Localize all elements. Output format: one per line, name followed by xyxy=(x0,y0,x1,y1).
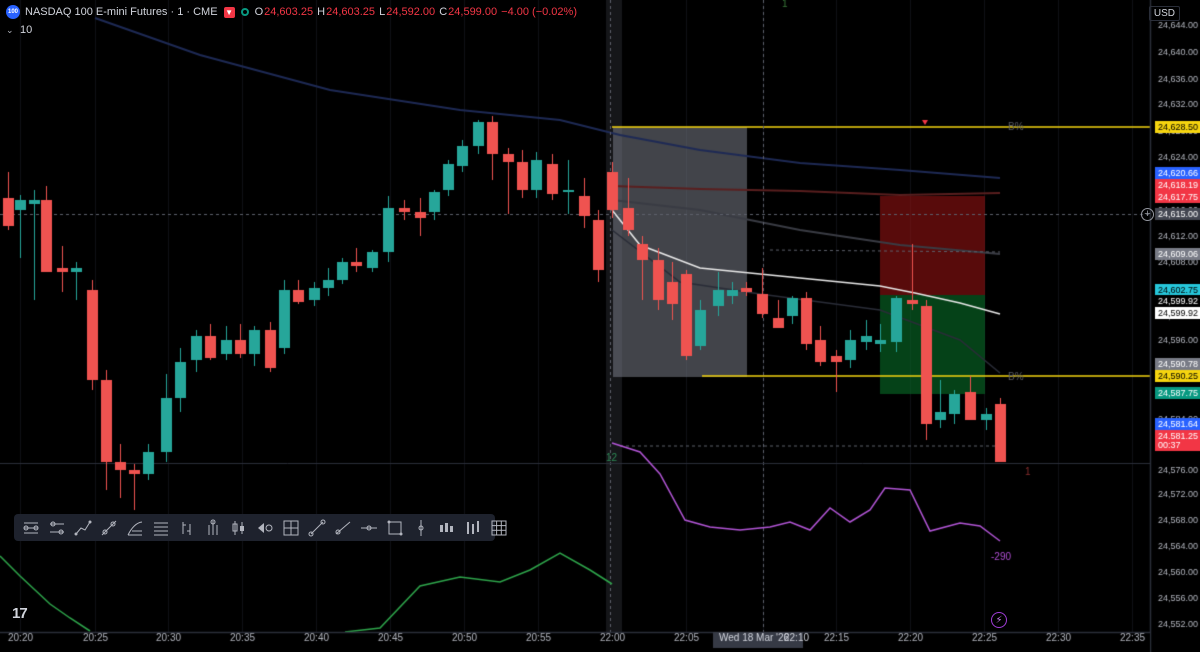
high-value: 24,603.25 xyxy=(326,6,376,18)
symbol-logo-icon: 100 xyxy=(6,5,20,19)
drawing-toolbar xyxy=(14,514,507,541)
ohlc-values: O24,603.25 H24,603.25 L24,592.00 C24,599… xyxy=(254,6,577,18)
volume-legend[interactable]: ⌄ 10 xyxy=(6,24,32,36)
measure-icon[interactable] xyxy=(282,518,300,537)
arrow-marker-icon[interactable] xyxy=(256,518,274,537)
path-icon[interactable] xyxy=(74,518,92,537)
node-icon[interactable] xyxy=(308,518,326,537)
add-alert-icon[interactable]: + xyxy=(1141,208,1154,221)
open-value: 24,603.25 xyxy=(264,6,314,18)
lightning-icon[interactable]: ⚡ xyxy=(991,612,1007,628)
h-line-icon[interactable] xyxy=(360,518,378,537)
flag-icon[interactable]: ▼ xyxy=(223,6,235,18)
change-value: −4.00 (−0.02%) xyxy=(501,6,577,18)
symbol-title[interactable]: NASDAQ 100 E-mini Futures · 1 · CME xyxy=(25,6,218,18)
close-value: 24,599.00 xyxy=(448,6,498,18)
rectangle-icon[interactable] xyxy=(386,518,404,537)
bars-icon[interactable] xyxy=(178,518,196,537)
low-value: 24,592.00 xyxy=(386,6,436,18)
market-status-icon xyxy=(240,8,249,16)
currency-label[interactable]: USD xyxy=(1148,6,1180,21)
candle-pattern-icon[interactable] xyxy=(438,518,456,537)
trend-icon[interactable] xyxy=(334,518,352,537)
pitchfork-icon[interactable] xyxy=(204,518,222,537)
horizontal-lines-icon[interactable] xyxy=(152,518,170,537)
bar-pattern-icon[interactable] xyxy=(464,518,482,537)
chevron-down-icon[interactable]: ⌄ xyxy=(6,25,14,35)
symbol-header: 100 NASDAQ 100 E-mini Futures · 1 · CME … xyxy=(6,4,578,20)
grid-icon[interactable] xyxy=(490,518,508,537)
tradingview-logo[interactable]: 17 xyxy=(12,605,28,622)
parallel-lines-icon[interactable] xyxy=(48,518,66,537)
candles-icon[interactable] xyxy=(230,518,248,537)
ray-icon[interactable] xyxy=(100,518,118,537)
fib-icon[interactable] xyxy=(126,518,144,537)
vertical-icon[interactable] xyxy=(412,518,430,537)
line-tool-icon[interactable] xyxy=(22,518,40,537)
volume-ma-value: 10 xyxy=(20,24,33,36)
